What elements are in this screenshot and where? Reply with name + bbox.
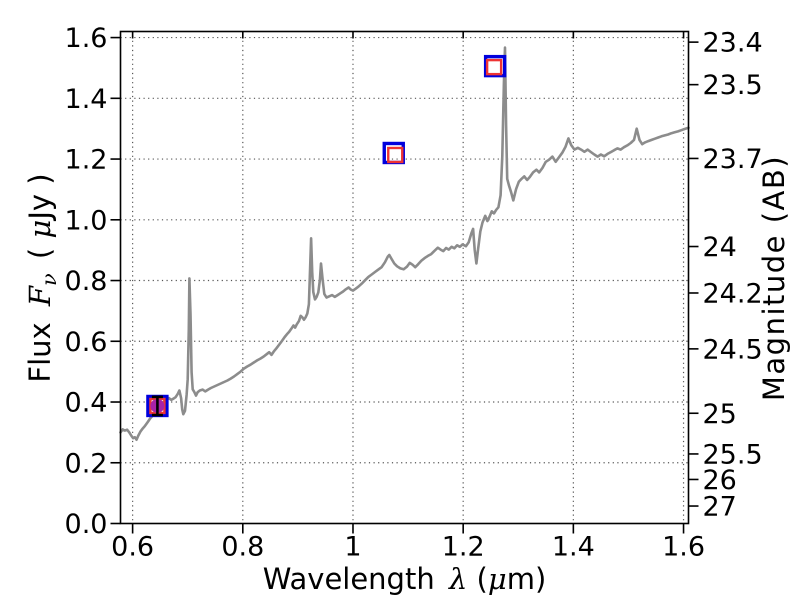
y-tick-label-left: 0.0 (65, 509, 108, 540)
axes-frame (119, 30, 690, 525)
y-tick-label-right: 23.7 (703, 144, 763, 175)
y-tick-label-left: 0.6 (65, 327, 108, 358)
y-tick-label-right: 23.4 (703, 28, 763, 59)
y-tick-label-right: 24 (703, 232, 737, 263)
spectrum-line (119, 46, 690, 442)
y-axis-label-right: Magnitude (AB) (757, 155, 791, 401)
y-tick-label-right: 24.2 (703, 278, 763, 309)
y-tick-label-right: 24.5 (703, 334, 763, 365)
y-axis-label-left: Flux Fν ( μJy ) (23, 173, 61, 382)
y-tick-label-left: 1.0 (65, 205, 108, 236)
red-square-marker (485, 58, 503, 76)
blue-square-marker (483, 54, 507, 78)
y-tick-label-left: 1.6 (65, 23, 108, 54)
red-square-marker (387, 146, 404, 164)
y-tick-label-right: 27 (703, 492, 737, 523)
y-tick-label-right: 25 (703, 399, 737, 430)
y-tick-label-right: 23.5 (703, 70, 763, 101)
y-tick-label-left: 0.2 (65, 448, 108, 479)
y-tick-label-left: 1.2 (65, 145, 108, 176)
y-tick-label-right: 26 (703, 465, 737, 496)
y-tick-label-right: 25.5 (703, 439, 763, 470)
x-tick-label: 1.4 (552, 532, 595, 563)
x-tick-label: 1.2 (442, 532, 485, 563)
x-tick-label: 1.6 (662, 532, 705, 563)
y-tick-label-left: 0.8 (65, 266, 108, 297)
x-tick-label: 1 (344, 532, 361, 563)
x-tick-label: 0.8 (221, 532, 264, 563)
y-tick-label-left: 1.4 (65, 84, 108, 115)
y-tick-label-left: 0.4 (65, 388, 108, 419)
x-tick-label: 0.6 (111, 532, 154, 563)
x-axis-label: Wavelength λ (μm) (263, 562, 547, 596)
